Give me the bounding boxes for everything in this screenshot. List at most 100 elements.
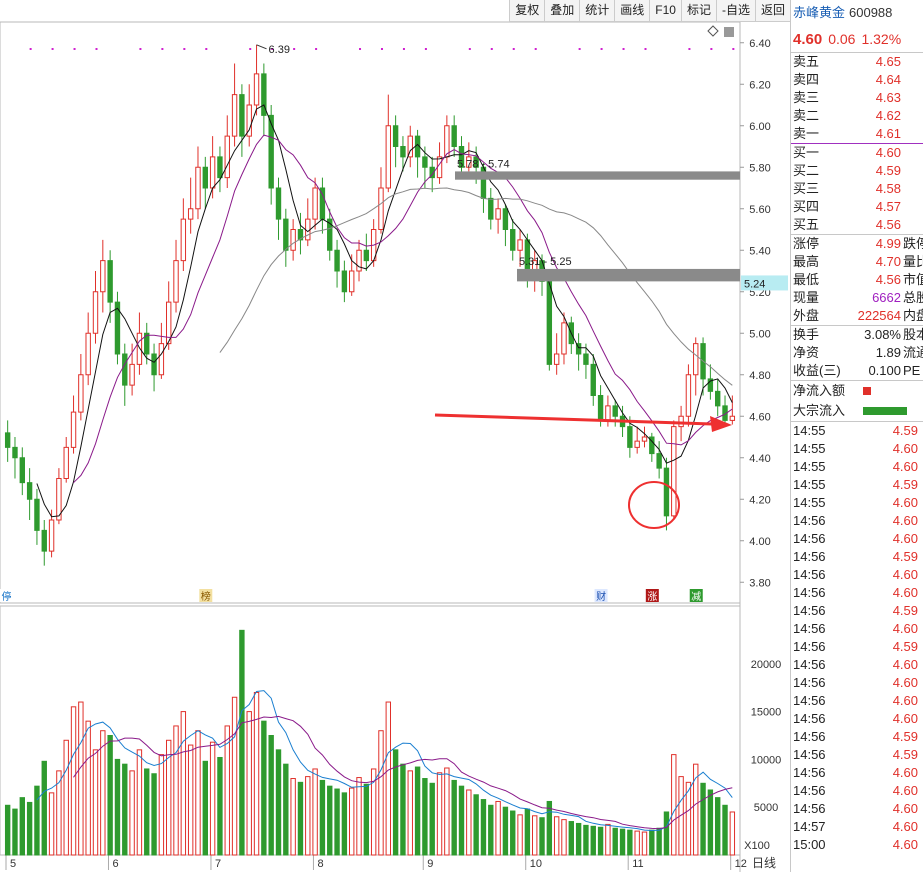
candle [502,204,509,247]
volume-bar [392,749,399,856]
candle [436,142,443,184]
tick-list[interactable]: 14:55 4.59 14:55 4.60 14:55 4.60 14:55 4.59 14:5… [791,422,923,854]
candle [334,239,340,288]
candle-body [246,104,252,137]
tick-row: 14:56 4.60 [791,674,923,692]
candle [166,281,172,350]
candle [187,177,194,234]
stock-title[interactable]: 赤峰黄金 600988 [791,0,923,26]
toolbar-button-6[interactable]: -自选 [715,0,755,22]
toolbar-button-1[interactable]: 叠加 [544,0,580,22]
stat-row: 外盘 222564 内盘 [791,307,923,325]
volume-bar [12,808,18,856]
period-label: 日线 [752,856,776,870]
volume-bar [641,831,648,856]
toolbar-button-2[interactable]: 统计 [579,0,615,22]
tick-price: 4.59 [892,549,918,564]
sell-row[interactable]: 卖二 4.62 [791,107,923,125]
candle [261,63,267,137]
stats-block: 涨停 4.99 跌停 最高 4.70 量比 最低 4.56 市值 现量 6662 总股 外盘 222564… [791,235,923,325]
volume-bar [334,788,340,856]
volume-bar [129,770,135,856]
buy-row[interactable]: 买二 4.59 [791,162,923,180]
buy-row[interactable]: 买三 4.58 [791,180,923,198]
candle-body [92,291,99,334]
candle [158,322,165,379]
candle [217,146,223,193]
volume-bar [488,804,494,856]
candle [136,312,143,375]
ma-line-30 [219,187,733,386]
price-axis-label: 4.00 [749,536,770,548]
tick-time: 14:56 [793,693,826,708]
volume-bar [349,787,355,856]
sell-row[interactable]: 卖四 4.64 [791,71,923,89]
buy-row[interactable]: 买五 4.56 [791,216,923,234]
toolbar-button-4[interactable]: F10 [649,0,681,22]
tick-price: 4.60 [892,531,918,546]
stat-extra-label: 流通 [903,345,923,360]
buy-price: 4.59 [875,163,901,178]
tick-time: 14:56 [793,639,826,654]
candle-body [429,166,435,179]
stat-row: 收益(三) 0.100 PE [791,362,923,380]
candle-body [4,432,11,448]
kline-chart[interactable]: 6.406.206.005.805.605.405.205.004.804.60… [0,0,790,872]
toolbar-button-5[interactable]: 标记 [680,0,716,22]
signal-dot [359,48,362,50]
candle [641,426,648,448]
candle-body [187,208,194,220]
stat-value: 0.100 [868,363,901,378]
candle-body [656,453,662,469]
buy-row[interactable]: 买四 4.57 [791,198,923,216]
sell-orders: 卖五 4.65 卖四 4.64 卖三 4.63 卖二 4.62 卖一 4.61 [791,53,923,143]
candle [488,188,494,230]
volume-bar [246,711,252,856]
candle [41,520,47,566]
candle [517,229,523,267]
tick-row: 14:56 4.60 [791,584,923,602]
sell-row[interactable]: 卖三 4.63 [791,89,923,107]
tick-row: 14:56 4.60 [791,782,923,800]
signal-dot [73,48,76,50]
flow-label: 大宗流入 [793,403,846,418]
tick-price: 4.60 [892,621,918,636]
month-label: 6 [112,858,118,870]
candle [63,437,69,483]
candle [400,136,406,172]
toolbar-button-3[interactable]: 画线 [614,0,650,22]
buy-row[interactable]: 买一 4.60 [791,144,923,162]
volume-bar [634,830,640,856]
sell-row[interactable]: 卖五 4.65 [791,53,923,71]
tick-price: 4.60 [892,567,918,582]
candle-body [458,146,465,168]
candle [231,63,238,147]
toolbar-button-7[interactable]: 返回 [754,0,790,22]
toolbar-button-0[interactable]: 复权 [509,0,545,22]
signal-dot [600,48,603,50]
signal-dot [512,48,515,50]
signal-dot [622,48,625,50]
tick-price: 4.60 [892,585,918,600]
volume-unit-label: X100 [744,840,770,852]
candle-body [268,114,274,189]
volume-bar [458,785,465,856]
candle-body [12,446,18,459]
ma-line-5 [36,104,733,518]
candle [575,333,582,371]
candle-body [451,125,457,147]
candle-body [627,426,633,448]
candle-body [327,218,333,251]
candle-body [158,343,165,376]
signal-dot [424,48,427,50]
stat-extra-label: 量比 [903,254,923,269]
candle [693,337,699,396]
volume-bar [48,792,55,856]
stats-block-2: 换手 3.08% 股本 净资 1.89 流通 收益(三) 0.100 PE [791,326,923,380]
candle-body [641,436,648,442]
sell-row[interactable]: 卖一 4.61 [791,125,923,143]
candle-body [70,411,77,448]
candle-body [363,249,370,262]
sell-price: 4.64 [875,72,901,87]
tick-time: 14:56 [793,657,826,672]
